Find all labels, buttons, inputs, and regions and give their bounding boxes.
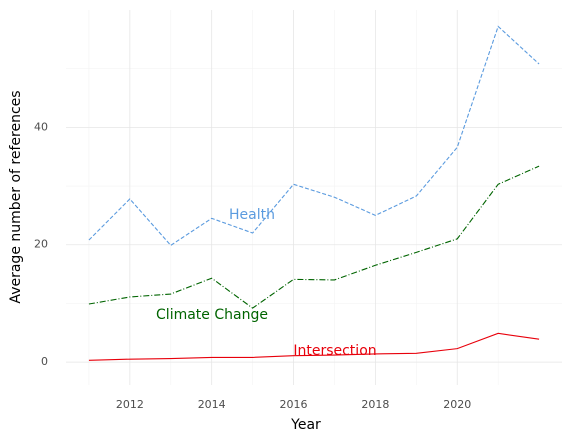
y-tick-label: 0 — [41, 355, 48, 368]
y-tick-label: 20 — [34, 238, 48, 251]
x-tick-label: 2020 — [443, 398, 471, 411]
series-line — [88, 25, 540, 247]
x-tick-label: 2016 — [280, 398, 308, 411]
y-tick-label: 40 — [34, 120, 48, 133]
series-annotation: Intersection — [293, 343, 376, 359]
series-line — [88, 332, 540, 361]
x-tick-label: 2018 — [361, 398, 389, 411]
x-tick-label: 2012 — [116, 398, 144, 411]
series-annotation: Climate Change — [156, 307, 268, 323]
series-line — [88, 165, 540, 309]
x-axis-label: Year — [290, 417, 321, 433]
y-axis-label: Average number of references — [8, 90, 24, 303]
x-tick-label: 2014 — [198, 398, 226, 411]
series-annotation: Health — [229, 207, 275, 223]
